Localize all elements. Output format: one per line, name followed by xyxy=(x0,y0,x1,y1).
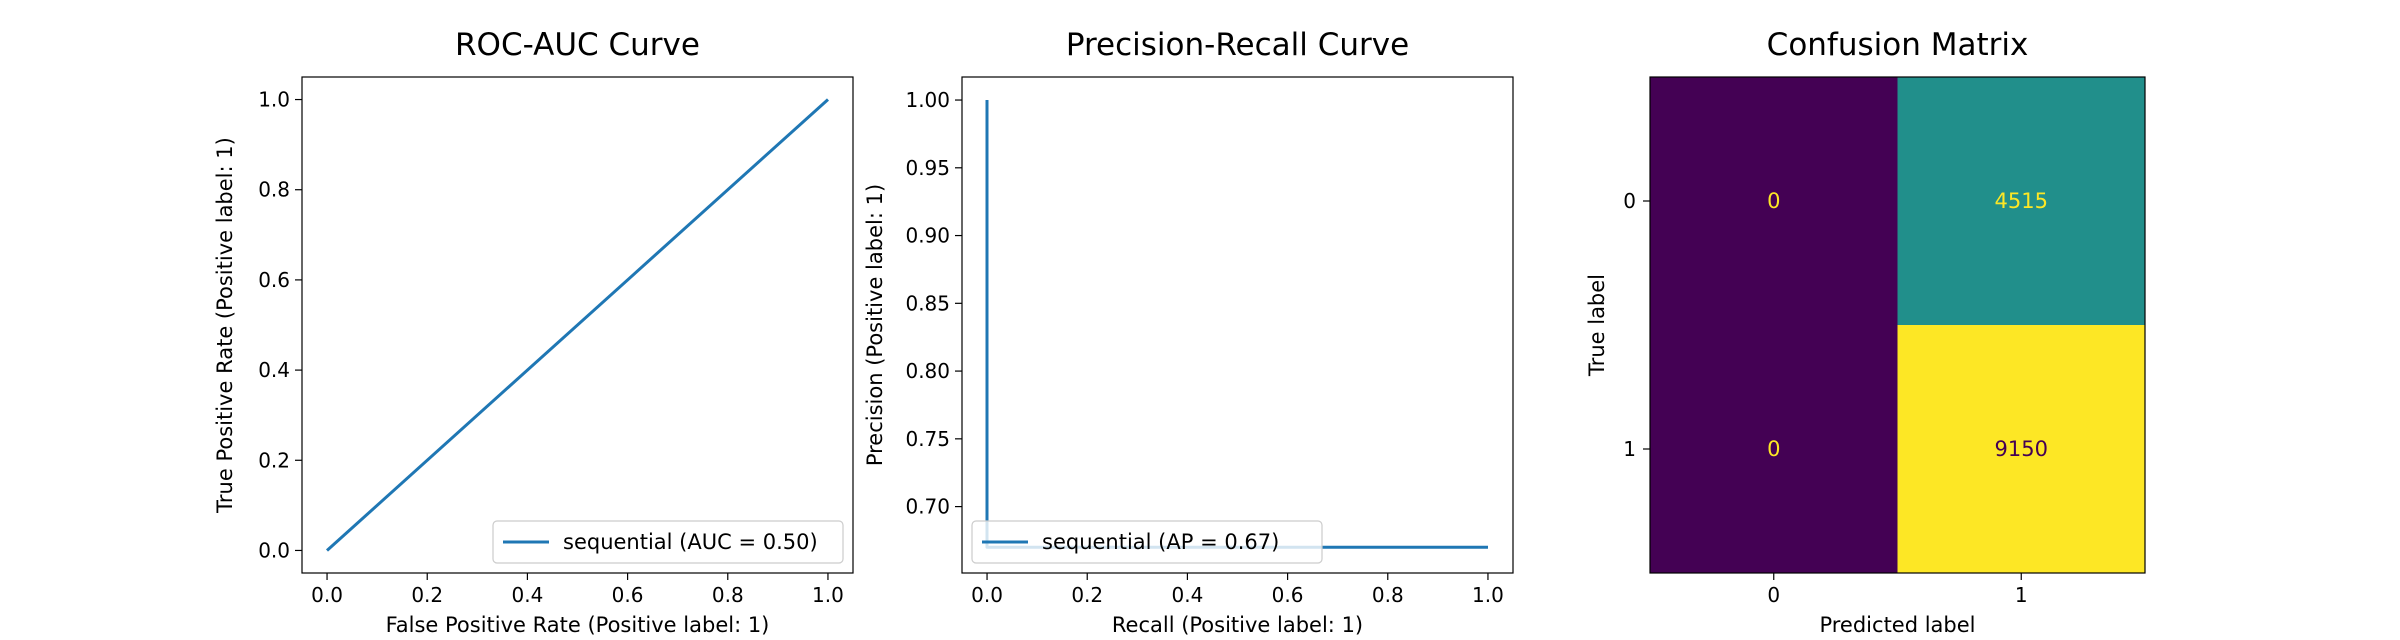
y-tick-label: 1.0 xyxy=(258,88,290,112)
x-tick-label: 0.8 xyxy=(712,583,744,607)
cell-1-0 xyxy=(1650,325,1898,573)
y-tick-label: 0.80 xyxy=(905,359,950,383)
y-tick-label: 0.90 xyxy=(905,224,950,248)
plot-frame xyxy=(301,76,854,574)
legend-label: sequential (AUC = 0.50) xyxy=(563,530,818,554)
x-tick-label: 0.4 xyxy=(1172,583,1204,607)
x-tick-label: 0 xyxy=(1767,583,1780,607)
cell-label-1-0: 0 xyxy=(1767,437,1780,461)
x-axis-label: False Positive Rate (Positive label: 1) xyxy=(386,613,770,637)
cell-0-1 xyxy=(1897,77,2145,325)
series-line-0 xyxy=(985,100,1488,549)
y-tick-label: 0.85 xyxy=(905,291,950,315)
legend-box xyxy=(492,520,844,564)
y-tick-label: 1.00 xyxy=(905,88,950,112)
legend-label: sequential (AP = 0.67) xyxy=(1042,530,1279,554)
y-tick-label: 1 xyxy=(1623,437,1636,461)
x-tick-label: 1.0 xyxy=(812,583,844,607)
y-tick-label: 0.6 xyxy=(258,268,290,292)
x-axis-label: Predicted label xyxy=(1819,613,1975,637)
x-tick-label: 0.6 xyxy=(1272,583,1304,607)
roc-chart: ROC-AUC Curve 0.0 0.2 0.4 0.6 0.8 1.0 0.0 0.2 0.4… xyxy=(213,27,854,637)
y-tick-label: 0.75 xyxy=(905,427,950,451)
y-tick-label: 0.70 xyxy=(905,495,950,519)
y-tick-label: 0.4 xyxy=(258,358,290,382)
series-line-0 xyxy=(325,98,830,552)
chart-title: Precision-Recall Curve xyxy=(1066,27,1409,63)
x-tick-label: 0.4 xyxy=(512,583,544,607)
confusion-matrix-chart: Confusion Matrix 0 4515 0 9150 0 1 0 1 Predicted … xyxy=(1585,27,2146,637)
y-tick-label: 0.0 xyxy=(258,538,290,562)
x-tick-label: 1 xyxy=(2015,583,2028,607)
plot-frame xyxy=(1649,76,2146,574)
x-tick-label: 0.0 xyxy=(971,583,1003,607)
y-axis-label: True label xyxy=(1585,274,1609,377)
x-tick-label: 1.0 xyxy=(1472,583,1504,607)
cell-label-1-1: 9150 xyxy=(1995,437,2048,461)
y-tick-label: 0.95 xyxy=(905,156,950,180)
y-tick-label: 0.8 xyxy=(258,178,290,202)
y-axis-label: Precision (Positive label: 1) xyxy=(863,184,887,466)
x-axis-label: Recall (Positive label: 1) xyxy=(1112,613,1363,637)
cell-label-0-0: 0 xyxy=(1767,189,1780,213)
cell-1-1 xyxy=(1897,325,2145,573)
chart-title: ROC-AUC Curve xyxy=(455,27,700,63)
x-tick-label: 0.2 xyxy=(411,583,443,607)
y-tick-label: 0 xyxy=(1623,189,1636,213)
legend: sequential (AP = 0.67) xyxy=(971,520,1323,564)
x-tick-label: 0.6 xyxy=(612,583,644,607)
legend: sequential (AUC = 0.50) xyxy=(492,520,844,564)
legend-box xyxy=(971,520,1323,564)
cell-label-0-1: 4515 xyxy=(1995,189,2048,213)
x-tick-label: 0.0 xyxy=(311,583,343,607)
pr-chart: Precision-Recall Curve 0.0 0.2 0.4 0.6 0.8 1.0… xyxy=(863,27,1514,637)
y-axis-label: True Positive Rate (Positive label: 1) xyxy=(213,137,237,514)
x-tick-label: 0.2 xyxy=(1071,583,1103,607)
plot-frame xyxy=(961,76,1514,574)
x-tick-label: 0.8 xyxy=(1372,583,1404,607)
cell-0-0 xyxy=(1650,77,1898,325)
chart-title: Confusion Matrix xyxy=(1767,27,2029,63)
y-tick-label: 0.2 xyxy=(258,448,290,472)
